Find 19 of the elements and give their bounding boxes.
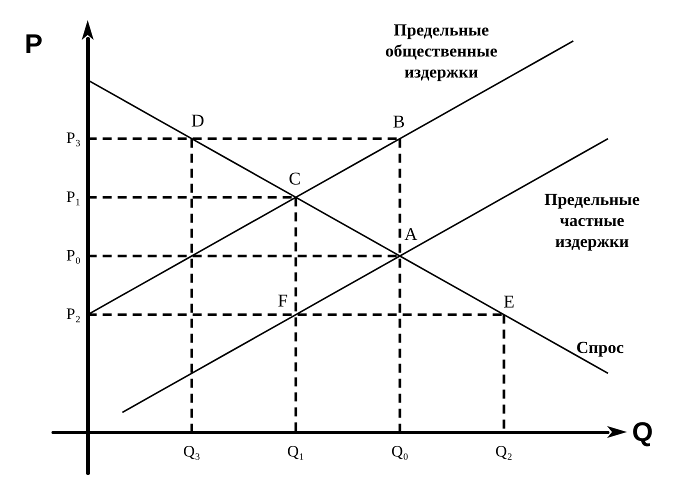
annotation: C — [288, 168, 301, 188]
x-axis-title: Q — [632, 416, 654, 447]
x-tick-label: Q₀ — [391, 443, 408, 460]
annotation: B — [392, 112, 405, 132]
annotation: F — [278, 290, 288, 311]
series-label: P₃ — [66, 130, 81, 148]
annotation: E — [503, 292, 514, 312]
series-label: P₂ — [66, 306, 81, 324]
x-tick-label: Q₃ — [183, 443, 200, 460]
annotation: A — [404, 224, 418, 244]
series-label: P₁ — [66, 188, 81, 206]
x-tick-label: Q₁ — [287, 443, 304, 460]
x-tick-label: Q₂ — [495, 443, 513, 460]
series-label: P₀ — [66, 248, 81, 264]
annotation: D — [191, 110, 204, 131]
series-label: Спрос — [576, 338, 624, 357]
y-axis-title: P — [24, 29, 43, 59]
series-label: Предельные общественные издержки — [385, 20, 498, 82]
series-label: Предельные частные издержки — [544, 190, 640, 252]
